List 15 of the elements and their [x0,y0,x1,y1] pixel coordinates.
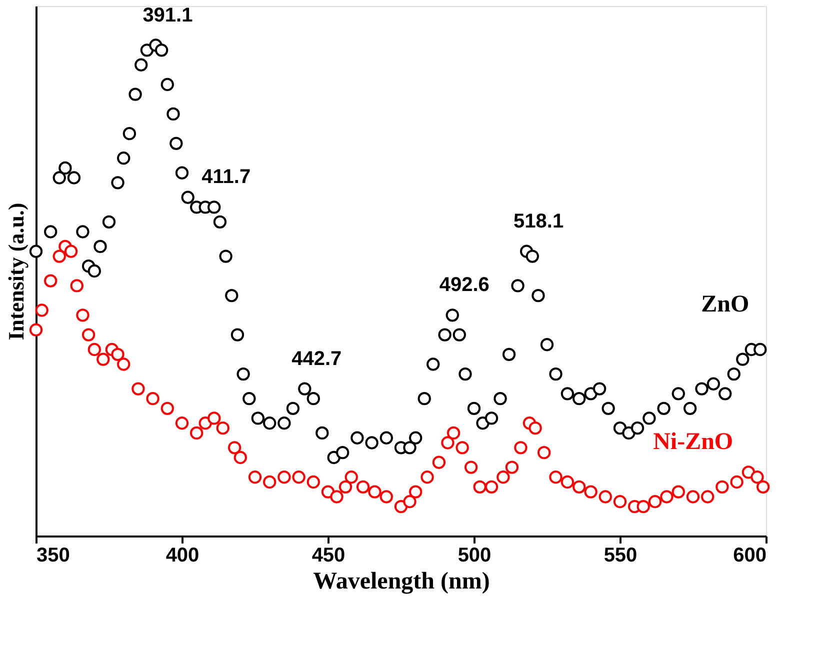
x-tick-label: 350 [36,544,70,566]
y-axis-title: Intensity (a.u.) [4,202,28,340]
annotation: 411.7 [202,166,251,188]
x-tick-label: 400 [166,544,200,566]
annotation: 442.7 [292,348,342,370]
annotation: 492.6 [439,274,490,296]
series-label: Ni-ZnO [653,428,734,455]
x-tick-label: 550 [604,544,638,566]
x-tick-label: 600 [733,544,766,566]
series-label: ZnO [701,292,750,318]
x-axis-title: Wavelength (nm) [313,568,490,594]
annotation: 518.1 [514,210,564,232]
x-tick-label: 450 [312,544,346,566]
x-tick-label: 500 [458,544,492,566]
annotation: 391.1 [142,4,193,26]
